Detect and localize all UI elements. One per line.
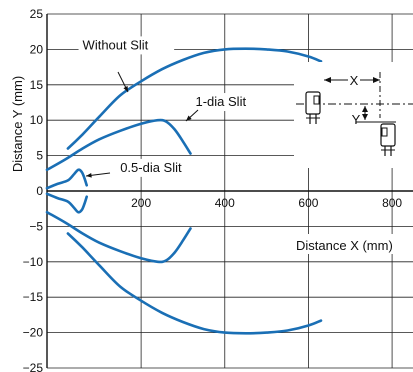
sensor-diagram: X Y <box>294 62 413 168</box>
emitter-sensor-icon <box>305 91 321 124</box>
y-tick-label: −20 <box>23 326 44 340</box>
y-tick-label: −15 <box>23 290 44 304</box>
annotation-arrowhead <box>86 172 92 178</box>
y-arrow-down <box>362 114 368 120</box>
x-tick-label: 800 <box>382 196 402 210</box>
y-axis-label: Distance Y (mm) <box>10 76 25 172</box>
y-tick-label: 10 <box>30 113 44 127</box>
x-axis-label-background <box>290 234 410 254</box>
x-tick-labels: 200 400 600 800 <box>131 196 402 210</box>
receiver-sensor-icon <box>380 123 396 156</box>
annotation-arrowhead <box>123 86 128 92</box>
series-1-dia-slit-lower <box>45 210 192 264</box>
annotation-background <box>116 158 212 177</box>
x-arrow-right <box>373 77 380 83</box>
annotations: Without Slit 1-dia Slit 0.5-dia Slit <box>78 36 273 178</box>
annotation-label: Without Slit <box>83 37 149 52</box>
y-tick-label: 15 <box>30 78 44 92</box>
series-curves <box>45 47 323 335</box>
annotation-background <box>191 93 273 112</box>
series-0-5-dia-slit-upper <box>45 168 88 190</box>
series-without-slit-lower <box>66 232 323 335</box>
y-tick-label: −25 <box>23 361 44 372</box>
y-arrow-up <box>362 106 368 112</box>
inset-y-label: Y <box>352 112 361 127</box>
annotation-arrowhead <box>186 115 192 121</box>
annotation-background <box>78 36 175 55</box>
y-tick-label: −5 <box>29 219 43 233</box>
series-0-5-dia-slit-lower <box>45 192 88 214</box>
annotation-label: 0.5-dia Slit <box>120 160 182 175</box>
x-axis-label: Distance X (mm) <box>296 238 393 253</box>
y-tick-labels: 25 20 15 10 5 0 −5 −10 −15 −20 −25 <box>23 7 44 372</box>
y-tick-label: −10 <box>23 255 44 269</box>
inset-x-label: X <box>350 73 359 88</box>
x-tick-label: 200 <box>131 196 151 210</box>
series-1-dia-slit-upper <box>45 118 192 172</box>
y-tick-label: 5 <box>36 149 43 163</box>
x-arrow-left <box>324 77 331 83</box>
y-tick-label: 25 <box>30 7 44 21</box>
y-tick-label: 20 <box>30 42 44 56</box>
x-tick-label: 400 <box>215 196 235 210</box>
axes <box>46 14 413 368</box>
series-without-slit-upper <box>66 47 323 150</box>
annotation-label: 1-dia Slit <box>195 94 246 109</box>
x-tick-label: 600 <box>298 196 318 210</box>
y-tick-label: 0 <box>36 184 43 198</box>
